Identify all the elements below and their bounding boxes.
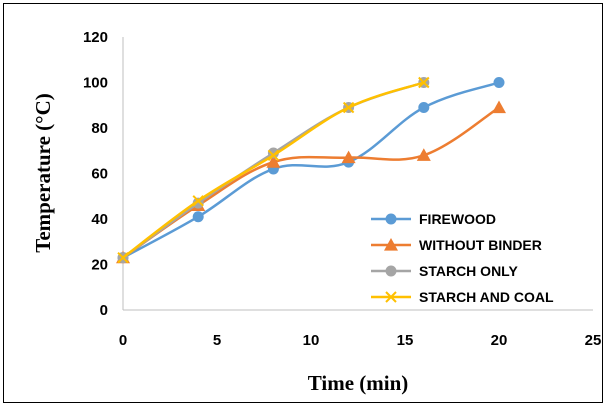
y-tick-label: 80	[91, 120, 108, 137]
legend-item: FIREWOOD	[371, 211, 496, 227]
data-point	[418, 76, 430, 89]
legend-marker	[385, 265, 397, 277]
data-point	[342, 101, 355, 114]
x-axis-title: Time (min)	[308, 371, 409, 395]
data-point	[341, 150, 356, 164]
legend-item: STARCH ONLY	[371, 263, 518, 279]
y-tick-label: 120	[83, 29, 108, 46]
x-tick-label: 20	[491, 332, 508, 349]
series-starch-and-coal	[117, 76, 430, 264]
y-tick-label: 60	[91, 166, 108, 183]
data-point	[117, 251, 129, 264]
legend-marker	[385, 291, 397, 303]
data-point	[267, 149, 280, 162]
series-line	[122, 81, 500, 259]
legend-label: STARCH ONLY	[419, 263, 518, 279]
x-tick-label: 5	[213, 332, 221, 349]
legend-label: WITHOUT BINDER	[419, 237, 542, 253]
data-point	[192, 195, 204, 207]
series-firewood	[117, 77, 505, 264]
y-axis-title: Temperature (°C)	[31, 93, 55, 252]
legend-item: STARCH AND COAL	[371, 289, 554, 305]
data-point	[492, 100, 506, 114]
x-tick-label: 0	[119, 332, 127, 349]
y-tick-label: 40	[91, 211, 108, 228]
legend-item: WITHOUT BINDER	[371, 237, 542, 253]
legend-marker	[384, 238, 398, 251]
data-point	[418, 102, 430, 114]
series-lines	[116, 76, 506, 264]
data-point	[416, 148, 431, 161]
y-tick-label: 100	[83, 75, 108, 92]
y-tick-label: 0	[100, 302, 108, 319]
legend-marker	[385, 213, 397, 225]
series-line	[122, 106, 500, 259]
legend: FIREWOOD WITHOUT BINDER STARCH ONLY STARCH …	[371, 211, 554, 305]
legend-label: FIREWOOD	[419, 211, 496, 227]
data-point	[266, 155, 281, 168]
data-point	[493, 77, 505, 88]
tick-labels: 0 20 40 60 80 100 120 0 5 10 15 20 25	[83, 29, 601, 349]
data-point	[192, 211, 204, 223]
chart-frame	[3, 3, 603, 403]
x-tick-label: 15	[397, 332, 414, 349]
legend-label: STARCH AND COAL	[419, 289, 554, 305]
y-tick-label: 20	[91, 257, 108, 274]
x-tick-label: 25	[585, 332, 602, 349]
axes	[122, 37, 593, 311]
x-tick-label: 10	[303, 332, 320, 349]
